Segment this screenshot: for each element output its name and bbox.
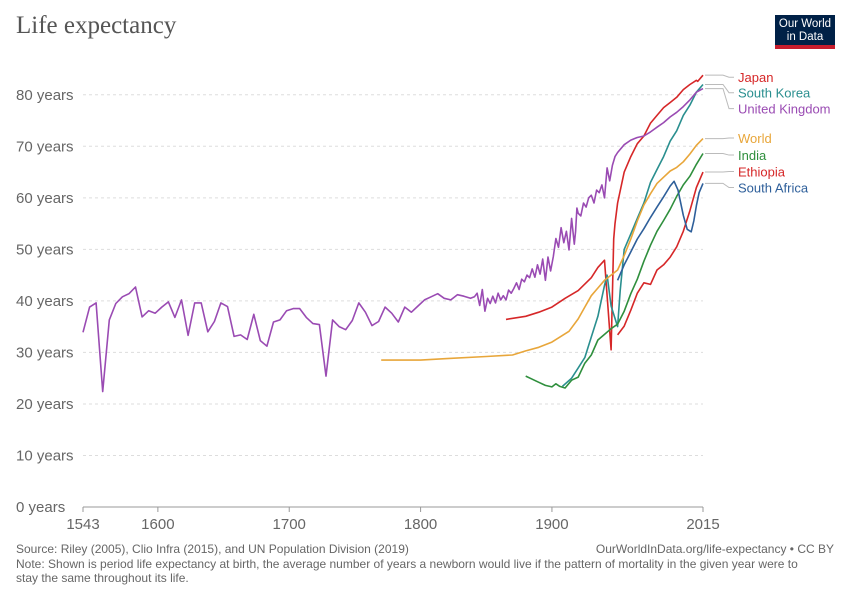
y-tick-label: 20 years [16, 396, 74, 413]
series-line-south-korea[interactable] [561, 83, 704, 387]
series-label[interactable]: Ethiopia [738, 165, 786, 180]
label-connector [705, 137, 734, 140]
series-line-world[interactable] [381, 138, 704, 361]
x-tick-label: 1800 [404, 516, 437, 533]
chart-title: Life expectancy [16, 12, 177, 39]
y-tick-label: 0 years [16, 499, 65, 516]
y-tick-label: 30 years [16, 344, 74, 361]
x-tick-label: 1600 [141, 516, 174, 533]
line-chart: 0 years 10 years 20 years 30 years 40 years 5… [16, 70, 831, 533]
label-connector [705, 171, 734, 173]
y-tick-label: 10 years [16, 447, 74, 464]
series-line-ethiopia[interactable] [616, 171, 704, 336]
source-note: Source: Riley (2005), Clio Infra (2015),… [16, 542, 409, 556]
y-tick-label: 40 years [16, 293, 74, 310]
x-tick-label: 2015 [686, 516, 719, 533]
series-label[interactable]: South Africa [738, 181, 809, 196]
series-label[interactable]: United Kingdom [738, 102, 831, 117]
source-link[interactable]: OurWorldInData.org/life-expectancy • CC … [595, 542, 834, 556]
series-layer [82, 74, 704, 393]
series-line-south-africa[interactable] [616, 180, 704, 281]
series-label[interactable]: India [738, 148, 767, 163]
label-connector [705, 182, 734, 189]
y-tick-label: 50 years [16, 241, 74, 258]
series-line-japan[interactable] [505, 74, 704, 351]
series-label[interactable]: World [738, 131, 772, 146]
label-connector [705, 153, 734, 156]
y-tick-label: 80 years [16, 87, 74, 104]
logo-line-1: Our World [778, 18, 832, 30]
series-line-united-kingdom[interactable] [82, 87, 704, 393]
x-tick-label: 1900 [535, 516, 568, 533]
series-label[interactable]: South Korea [738, 86, 811, 101]
methodology-note: Note: Shown is period life expectancy at… [16, 557, 798, 585]
y-tick-label: 70 years [16, 138, 74, 155]
owid-logo[interactable]: Our World in Data [775, 15, 835, 49]
grid-layer [83, 94, 703, 456]
axis-layer: 0 years 10 years 20 years 30 years 40 years 5… [16, 87, 720, 533]
label-connector [705, 83, 734, 94]
logo-line-2: in Data [786, 31, 824, 43]
x-tick-label: 1543 [66, 516, 99, 533]
label-connector [705, 88, 734, 110]
label-connector [705, 74, 734, 78]
x-tick-label: 1700 [273, 516, 306, 533]
series-label[interactable]: Japan [738, 70, 773, 85]
series-line-india[interactable] [525, 153, 704, 389]
y-tick-label: 60 years [16, 190, 74, 207]
